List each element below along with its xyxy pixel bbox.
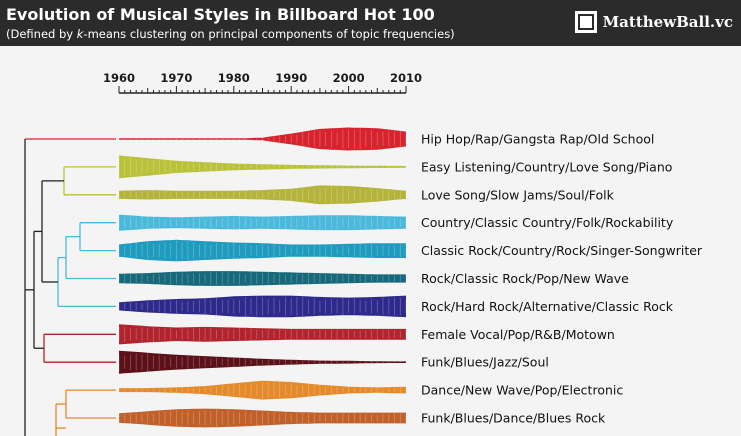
- cluster-labels: Hip Hop/Rap/Gangsta Rap/Old School Easy L…: [421, 132, 703, 426]
- series-label: Dance/New Wave/Pop/Electronic: [421, 383, 623, 398]
- page-subtitle: (Defined by k-means clustering on princi…: [6, 27, 455, 41]
- series-label: Funk/Blues/Jazz/Soul: [421, 355, 549, 370]
- header-bar: Evolution of Musical Styles in Billboard…: [0, 0, 741, 46]
- axis-tick-label: 1960: [103, 71, 135, 85]
- series-label: Easy Listening/Country/Love Song/Piano: [421, 159, 672, 174]
- series-label: Rock/Hard Rock/Alternative/Classic Rock: [421, 299, 674, 314]
- axis-tick-label: 1970: [160, 71, 192, 85]
- subtitle-prefix: (Defined by: [6, 27, 77, 41]
- axis-tick-label: 2010: [390, 71, 422, 85]
- brand[interactable]: MatthewBall.vc: [575, 11, 733, 33]
- time-axis: 1960 1970 1980 1990 2000 2010: [103, 71, 422, 93]
- brand-name: MatthewBall.vc: [603, 13, 733, 31]
- brand-logo-icon: [575, 11, 597, 33]
- series-label: Country/Classic Country/Folk/Rockability: [421, 215, 674, 230]
- page-title: Evolution of Musical Styles in Billboard…: [6, 5, 435, 24]
- chart-area: 1960 1970 1980 1990 2000 2010 Hip Hop/Rap/Gan…: [0, 46, 741, 436]
- series-streams: [119, 128, 406, 428]
- series-label: Love Song/Slow Jams/Soul/Folk: [421, 187, 615, 202]
- series-label: Female Vocal/Pop/R&B/Motown: [421, 327, 615, 342]
- series-label: Rock/Classic Rock/Pop/New Wave: [421, 271, 629, 286]
- axis-tick-label: 1990: [275, 71, 307, 85]
- series-label: Hip Hop/Rap/Gangsta Rap/Old School: [421, 132, 654, 147]
- series-label: Classic Rock/Country/Rock/Singer-Songwri…: [421, 243, 703, 258]
- axis-tick-label: 2000: [333, 71, 365, 85]
- axis-tick-label: 1980: [218, 71, 250, 85]
- series-label: Funk/Blues/Dance/Blues Rock: [421, 411, 606, 426]
- dendrogram: [25, 139, 116, 436]
- subtitle-suffix: -means clustering on principal component…: [83, 27, 454, 41]
